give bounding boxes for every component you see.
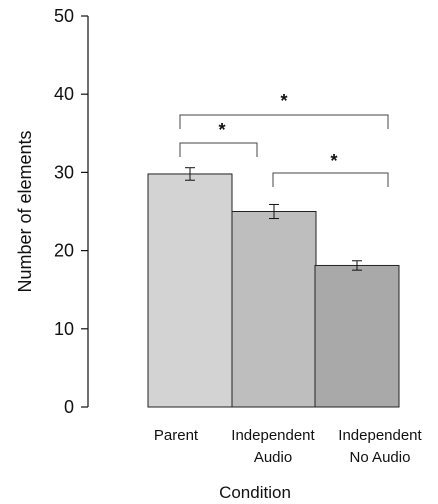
significance-star-2: * — [330, 151, 337, 171]
y-tick-label-4: 40 — [54, 84, 74, 104]
bar-1 — [231, 211, 317, 408]
significance-bracket-0 — [179, 142, 258, 157]
significance-bracket-1 — [179, 114, 389, 129]
category-label-1-1: Audio — [254, 449, 292, 466]
bar-2 — [314, 264, 400, 408]
y-tick-label-2: 20 — [54, 241, 74, 261]
category-label-0-0: Parent — [154, 427, 199, 444]
y-tick-label-3: 30 — [54, 162, 74, 182]
category-label-2-0: Independent — [338, 427, 422, 444]
category-label-1-0: Independent — [231, 427, 315, 444]
significance-star-1: * — [280, 91, 287, 111]
category-label-2-1: No Audio — [350, 449, 411, 466]
y-tick-label-5: 50 — [54, 6, 74, 26]
y-tick-label-0: 0 — [64, 397, 74, 417]
y-tick-label-1: 10 — [54, 319, 74, 339]
bar-0 — [147, 173, 233, 408]
y-axis-title: Number of elements — [15, 130, 35, 292]
x-axis-title: Condition — [219, 483, 291, 502]
significance-star-0: * — [218, 120, 225, 140]
significance-bracket-2 — [272, 172, 389, 187]
